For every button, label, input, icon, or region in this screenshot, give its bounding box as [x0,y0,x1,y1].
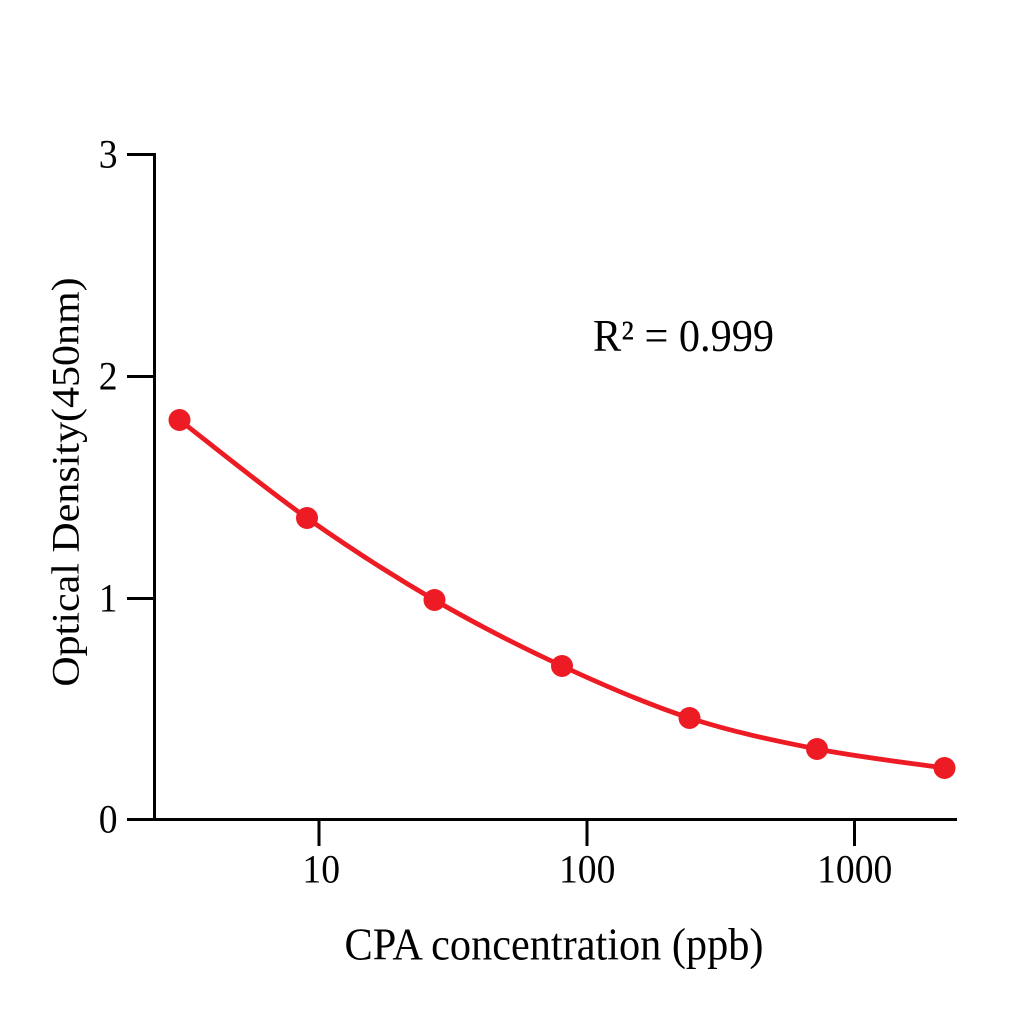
svg-text:CPA concentration (ppb): CPA concentration (ppb) [345,920,764,969]
svg-text:10: 10 [302,848,340,892]
svg-text:3: 3 [99,133,118,177]
svg-text:1000: 1000 [817,848,892,892]
svg-text:R² = 0.999: R² = 0.999 [593,312,774,361]
svg-text:0: 0 [99,798,118,842]
svg-text:100: 100 [559,848,615,892]
svg-text:2: 2 [99,355,118,399]
svg-text:Optical Density(450nm): Optical Density(450nm) [43,277,87,686]
svg-text:1: 1 [99,577,118,621]
